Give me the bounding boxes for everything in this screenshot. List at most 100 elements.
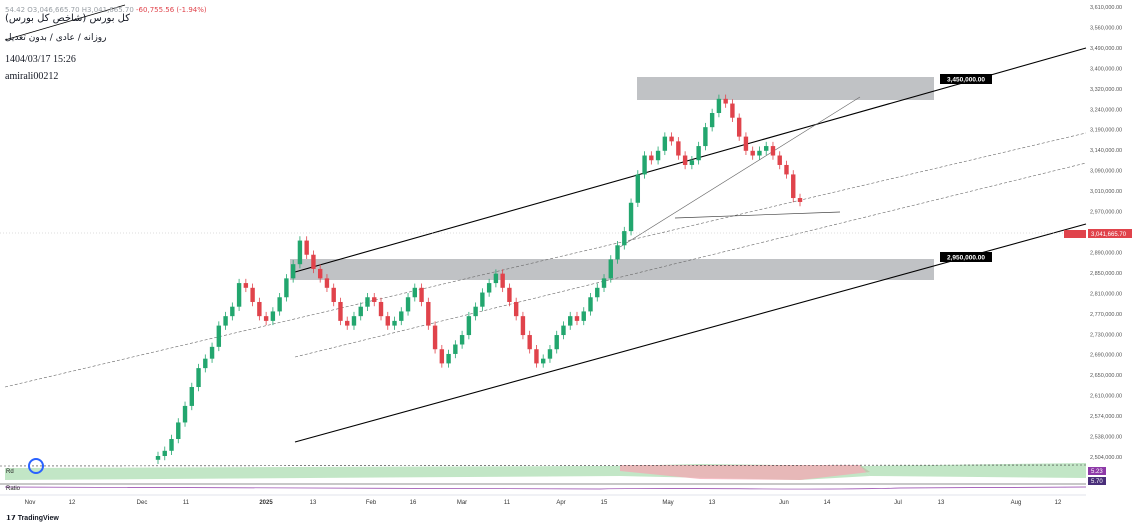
candle-body bbox=[628, 202, 634, 232]
indicator-value-2: 5.70 bbox=[1091, 479, 1103, 485]
last-price-label: 3,041,665.70 bbox=[1091, 232, 1127, 238]
label-support: 2,950,000.00 bbox=[947, 255, 985, 262]
candle-body bbox=[453, 344, 458, 354]
indicator-value-box-2 bbox=[1088, 477, 1106, 485]
candle-body bbox=[723, 98, 728, 104]
header-stroke bbox=[4, 4, 126, 41]
candle-body bbox=[520, 316, 526, 336]
candle-body bbox=[730, 103, 735, 118]
y-tick-label: 3,240,000.00 bbox=[1090, 107, 1122, 113]
candle-body bbox=[473, 306, 478, 317]
x-tick-label: Jul bbox=[894, 500, 902, 506]
y-tick-label: 2,770,000.00 bbox=[1090, 312, 1122, 318]
candle-body bbox=[351, 316, 357, 326]
y-tick-label: 2,890,000.00 bbox=[1090, 250, 1122, 256]
candle-body bbox=[155, 456, 161, 460]
candle-body bbox=[365, 297, 370, 307]
zones bbox=[290, 77, 934, 280]
candle-body bbox=[358, 306, 363, 317]
indicator-line bbox=[0, 464, 1087, 467]
x-tick-label: May bbox=[662, 500, 673, 506]
tradingview-logo: 𝟭𝟳 TradingView bbox=[6, 514, 59, 522]
candle-body bbox=[466, 316, 472, 336]
candle-body bbox=[527, 335, 532, 350]
label-resistance: 3,450,000.00 bbox=[947, 77, 985, 84]
candle-body bbox=[554, 335, 559, 350]
candle-body bbox=[412, 287, 417, 298]
x-axis: Nov 12 Dec 11 2025 13 Feb 16 Mar 11 Apr 15 May 13 Jun 1… bbox=[0, 494, 1086, 506]
candle-body bbox=[196, 368, 201, 388]
candle-body bbox=[432, 325, 438, 350]
indicator-value-1: 5.23 bbox=[1091, 469, 1103, 475]
candle-body bbox=[689, 160, 695, 165]
x-tick-label: Dec bbox=[137, 500, 148, 506]
x-tick-label: 13 bbox=[709, 500, 716, 506]
candle-body bbox=[297, 240, 303, 265]
candle-body bbox=[797, 198, 803, 202]
candle-body bbox=[317, 268, 323, 279]
indicator-pane: Rd Ratio 5.23 5.70 bbox=[0, 458, 1106, 494]
symbol-change: -60,755.56 (-1.94%) bbox=[136, 6, 207, 14]
candle-body bbox=[703, 127, 708, 147]
candle-body bbox=[750, 150, 755, 156]
candle-body bbox=[547, 349, 553, 359]
candle-body bbox=[574, 316, 580, 321]
candle-body bbox=[338, 301, 343, 321]
author-name: amirali00212 bbox=[5, 71, 59, 82]
candle-body bbox=[791, 174, 796, 199]
annotation-labels: 3,450,000.00 2,950,000.00 3,041,665.70 bbox=[4, 4, 1132, 262]
x-tick-label: 11 bbox=[183, 500, 190, 506]
y-tick-label: 2,690,000.00 bbox=[1090, 353, 1122, 359]
candle-body bbox=[243, 283, 249, 288]
x-tick-label: Apr bbox=[556, 500, 565, 506]
candle-body bbox=[459, 335, 465, 345]
candle-body bbox=[709, 112, 715, 128]
candle-body bbox=[669, 136, 674, 142]
candle-body bbox=[189, 387, 194, 406]
candle-body bbox=[270, 311, 276, 321]
candle-body bbox=[561, 325, 566, 336]
candle-body bbox=[399, 311, 404, 321]
resistance-zone bbox=[637, 77, 934, 100]
trend-lines bbox=[0, 47, 1087, 443]
candle-body bbox=[405, 297, 411, 312]
candle-body bbox=[378, 301, 384, 317]
tv-icon: 𝟭𝟳 bbox=[6, 515, 18, 522]
y-tick-label: 3,400,000.00 bbox=[1090, 66, 1122, 72]
candle-body bbox=[764, 146, 769, 151]
symbol-ohlc-line: 54.42 O3,046,665.70 H3,041,665.70 -60,75… bbox=[5, 6, 207, 14]
candle-body bbox=[770, 146, 776, 156]
candle-body bbox=[486, 283, 492, 293]
symbol-values: O3,046,665.70 H3,041,665.70 bbox=[27, 6, 134, 14]
candle-body bbox=[696, 146, 701, 161]
y-tick-label: 3,490,000.00 bbox=[1090, 46, 1122, 52]
candle-body bbox=[716, 98, 722, 113]
candle-body bbox=[622, 231, 627, 246]
y-tick-label: 2,650,000.00 bbox=[1090, 373, 1122, 379]
candle-body bbox=[236, 283, 242, 307]
candle-body bbox=[223, 316, 228, 326]
indicator-cloud-green-2 bbox=[860, 463, 1086, 478]
symbol-prefix: 54.42 bbox=[5, 6, 26, 14]
y-tick-label: 2,970,000.00 bbox=[1090, 210, 1122, 216]
candle-body bbox=[534, 349, 539, 364]
candle-body bbox=[162, 450, 167, 456]
indicator-label-ratio: Ratio bbox=[6, 486, 21, 492]
candle-body bbox=[216, 325, 222, 347]
y-tick-label: 3,610,000.00 bbox=[1090, 5, 1122, 11]
label-support-bg bbox=[940, 252, 992, 262]
candle-body bbox=[541, 358, 546, 364]
y-tick-label: 3,010,000.00 bbox=[1090, 189, 1122, 195]
x-tick-label: 13 bbox=[938, 500, 945, 506]
candle-body bbox=[263, 316, 269, 321]
candle-body bbox=[182, 405, 188, 423]
candle-body bbox=[230, 306, 235, 317]
candle-body bbox=[649, 155, 654, 161]
candle-body bbox=[439, 349, 445, 364]
candle-body bbox=[385, 316, 390, 326]
candle-body bbox=[257, 301, 262, 317]
y-tick-label: 3,090,000.00 bbox=[1090, 169, 1122, 175]
candle-body bbox=[345, 320, 350, 326]
y-tick-label: 2,574,000.00 bbox=[1090, 414, 1122, 420]
